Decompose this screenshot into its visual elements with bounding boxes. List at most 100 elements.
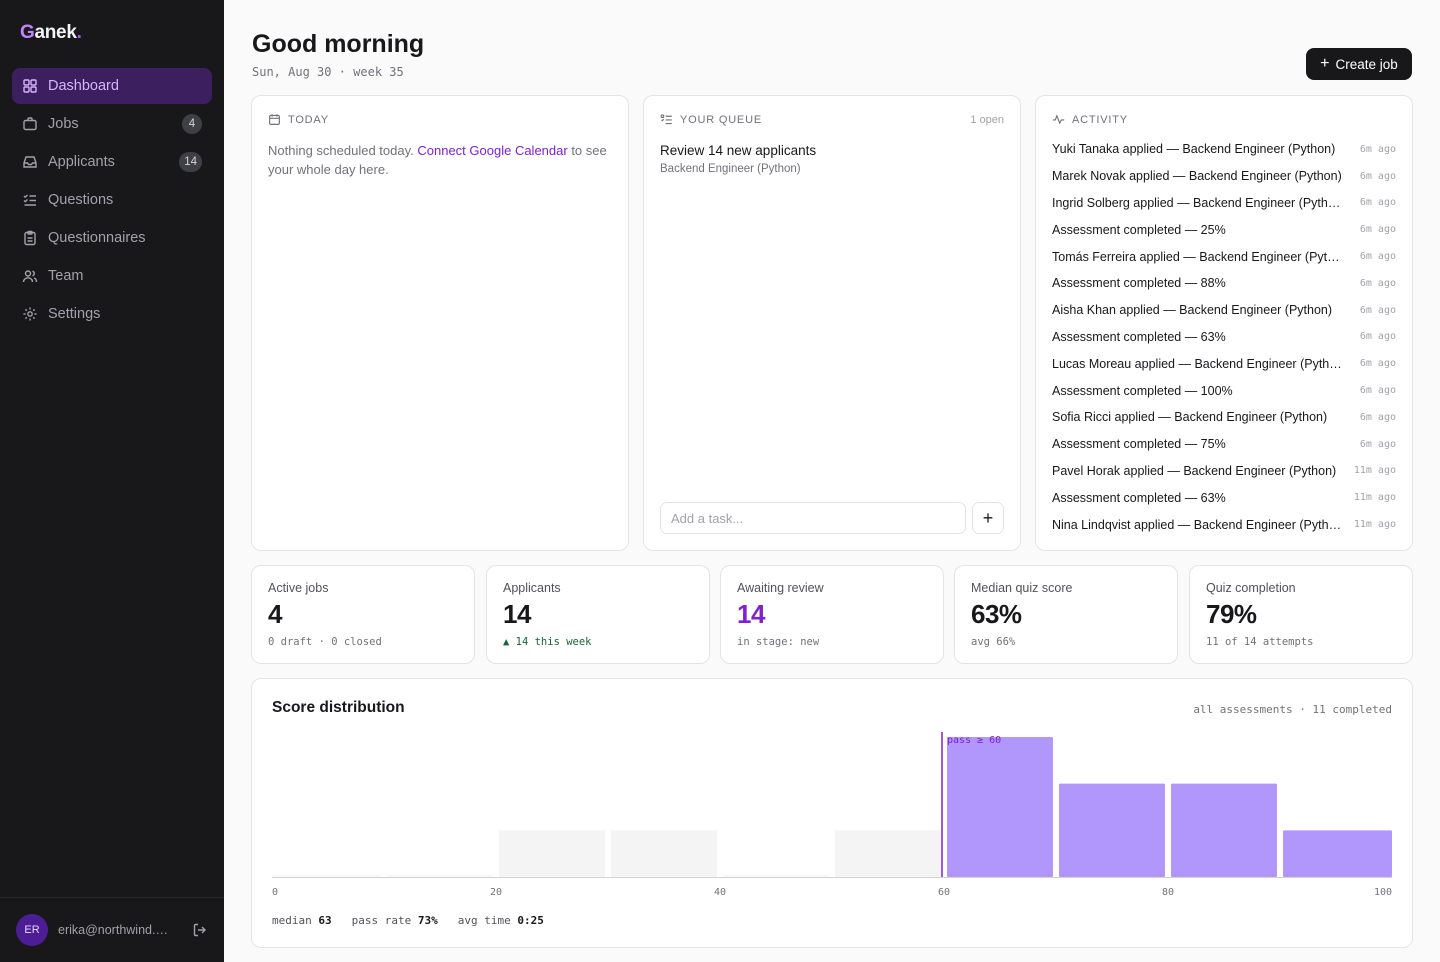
histogram-bar bbox=[723, 875, 829, 877]
histogram-bar bbox=[1059, 783, 1165, 877]
user-footer: ER erika@northwind.e... bbox=[0, 897, 224, 962]
sidebar-nav: Dashboard Jobs 4 Applicants 14 Questions… bbox=[12, 68, 212, 334]
activity-time: 6m ago bbox=[1359, 224, 1396, 236]
logout-icon[interactable] bbox=[192, 922, 208, 938]
card-header: YOUR QUEUE bbox=[660, 113, 762, 126]
activity-text: Yuki Tanaka applied — Backend Engineer (… bbox=[1052, 142, 1336, 157]
queue-card: YOUR QUEUE 1 open Review 14 new applican… bbox=[643, 95, 1021, 551]
x-tick-label: 40 bbox=[714, 887, 726, 898]
activity-item[interactable]: Assessment completed — 63% 11m ago bbox=[1052, 484, 1396, 511]
plus-icon: + bbox=[1320, 55, 1330, 72]
activity-time: 6m ago bbox=[1359, 411, 1396, 423]
sidebar-item-questionnaires[interactable]: Questionnaires bbox=[12, 220, 212, 256]
stat-value: 4 bbox=[268, 599, 282, 629]
sidebar-item-label: Questions bbox=[48, 192, 114, 208]
stat-value: 14 bbox=[737, 599, 765, 629]
activity-time: 6m ago bbox=[1359, 143, 1396, 155]
activity-time: 11m ago bbox=[1353, 465, 1396, 477]
sidebar-item-team[interactable]: Team bbox=[12, 258, 212, 294]
calendar-icon bbox=[269, 114, 280, 125]
activity-item[interactable]: Assessment completed — 88% 6m ago bbox=[1052, 270, 1396, 297]
activity-time: 6m ago bbox=[1359, 251, 1396, 263]
activity-text: Aisha Khan applied — Backend Engineer (P… bbox=[1052, 303, 1333, 318]
x-tick-label: 60 bbox=[938, 887, 950, 898]
stat-label: Quiz completion bbox=[1206, 581, 1296, 595]
activity-item[interactable]: Aisha Khan applied — Backend Engineer (P… bbox=[1052, 297, 1396, 324]
activity-item[interactable]: Assessment completed — 25% 6m ago bbox=[1052, 216, 1396, 243]
stat-card-median-score: Median quiz score 63% avg 66% bbox=[954, 565, 1178, 664]
x-tick-label: 100 bbox=[1374, 887, 1392, 898]
activity-time: 6m ago bbox=[1359, 438, 1396, 450]
activity-time: 11m ago bbox=[1353, 519, 1396, 531]
activity-text: Assessment completed — 25% bbox=[1052, 222, 1226, 237]
grid-icon bbox=[22, 78, 38, 94]
median-stat: median 63 bbox=[272, 914, 332, 927]
histogram-bar bbox=[387, 875, 493, 877]
stat-card-active-jobs: Active jobs 4 0 draft · 0 closed bbox=[251, 565, 475, 664]
sidebar-item-label: Settings bbox=[48, 306, 101, 322]
activity-time: 6m ago bbox=[1359, 304, 1396, 316]
activity-text: Pavel Horak applied — Backend Engineer (… bbox=[1052, 463, 1337, 478]
app-logo[interactable]: Ganek. bbox=[20, 22, 82, 43]
inbox-icon bbox=[22, 154, 38, 170]
activity-text: Assessment completed — 63% bbox=[1052, 490, 1226, 505]
sidebar-item-jobs[interactable]: Jobs 4 bbox=[12, 106, 212, 142]
open-count: 1 open bbox=[970, 114, 1004, 126]
sidebar-item-questions[interactable]: Questions bbox=[12, 182, 212, 218]
activity-item[interactable]: Sofia Ricci applied — Backend Engineer (… bbox=[1052, 404, 1396, 431]
sidebar-item-label: Applicants bbox=[48, 154, 115, 170]
activity-time: 11m ago bbox=[1353, 492, 1396, 504]
add-task-input[interactable] bbox=[660, 502, 966, 534]
stat-subtext: 0 draft · 0 closed bbox=[268, 636, 382, 648]
stat-label: Awaiting review bbox=[737, 581, 824, 595]
activity-item[interactable]: Assessment completed — 100% 6m ago bbox=[1052, 377, 1396, 404]
activity-text: Assessment completed — 88% bbox=[1052, 276, 1226, 291]
activity-text: Nina Lindqvist applied — Backend Enginee… bbox=[1052, 517, 1344, 532]
stat-subtext: in stage: new bbox=[737, 636, 820, 648]
gear-icon bbox=[22, 306, 38, 322]
activity-time: 6m ago bbox=[1359, 358, 1396, 370]
count-badge: 4 bbox=[182, 114, 202, 134]
briefcase-icon bbox=[22, 116, 38, 132]
histogram-bar bbox=[835, 830, 941, 877]
stat-card-applicants: Applicants 14 ▲ 14 this week bbox=[486, 565, 710, 664]
activity-time: 6m ago bbox=[1359, 277, 1396, 289]
sidebar-item-applicants[interactable]: Applicants 14 bbox=[12, 144, 212, 180]
activity-item[interactable]: Tomás Ferreira applied — Backend Enginee… bbox=[1052, 243, 1396, 270]
x-tick-label: 0 bbox=[272, 887, 278, 898]
activity-item[interactable]: Pavel Horak applied — Backend Engineer (… bbox=[1052, 458, 1396, 485]
stat-card-awaiting-review: Awaiting review 14 in stage: new bbox=[720, 565, 944, 664]
score-histogram: pass ≥ 60 0 20 40 60 80 100 bbox=[272, 732, 1392, 898]
list-icon bbox=[660, 114, 672, 125]
sidebar-item-settings[interactable]: Settings bbox=[12, 296, 212, 332]
count-badge: 14 bbox=[179, 152, 202, 172]
activity-item[interactable]: Yuki Tanaka applied — Backend Engineer (… bbox=[1052, 136, 1396, 163]
activity-text: Tomás Ferreira applied — Backend Enginee… bbox=[1052, 249, 1344, 264]
chart-title: Score distribution bbox=[272, 699, 405, 716]
create-job-button[interactable]: + Create job bbox=[1306, 48, 1412, 80]
activity-time: 6m ago bbox=[1359, 331, 1396, 343]
activity-item[interactable]: Assessment completed — 63% 6m ago bbox=[1052, 324, 1396, 351]
activity-text: Lucas Moreau applied — Backend Engineer … bbox=[1052, 356, 1344, 371]
avatar[interactable]: ER bbox=[16, 914, 48, 946]
activity-item[interactable]: Nina Lindqvist applied — Backend Enginee… bbox=[1052, 511, 1396, 538]
add-task-button[interactable]: + bbox=[972, 502, 1004, 534]
activity-item[interactable]: Assessment completed — 75% 6m ago bbox=[1052, 431, 1396, 458]
sidebar: Ganek. Dashboard Jobs 4 Applicants 14 Qu… bbox=[0, 0, 224, 962]
score-distribution-card: Score distribution all assessments · 11 … bbox=[251, 678, 1413, 948]
activity-card: ACTIVITY Yuki Tanaka applied — Backend E… bbox=[1035, 95, 1413, 551]
stat-subtext: 11 of 14 attempts bbox=[1206, 636, 1314, 648]
sidebar-item-dashboard[interactable]: Dashboard bbox=[12, 68, 212, 104]
activity-item[interactable]: Lucas Moreau applied — Backend Engineer … bbox=[1052, 350, 1396, 377]
x-tick-label: 20 bbox=[490, 887, 502, 898]
sidebar-item-label: Team bbox=[48, 268, 84, 284]
today-card: TODAY Nothing scheduled today. Connect G… bbox=[251, 95, 629, 551]
activity-time: 6m ago bbox=[1359, 385, 1396, 397]
activity-item[interactable]: Marek Novak applied — Backend Engineer (… bbox=[1052, 163, 1396, 190]
queue-item-subtitle: Backend Engineer (Python) bbox=[660, 163, 801, 175]
histogram-bar bbox=[499, 830, 605, 877]
activity-item[interactable]: Ingrid Solberg applied — Backend Enginee… bbox=[1052, 190, 1396, 217]
date-subtitle: Sun, Aug 30 · week 35 bbox=[252, 65, 404, 79]
queue-item-title[interactable]: Review 14 new applicants bbox=[660, 143, 817, 158]
connect-calendar-link[interactable]: Connect Google Calendar bbox=[417, 143, 568, 158]
